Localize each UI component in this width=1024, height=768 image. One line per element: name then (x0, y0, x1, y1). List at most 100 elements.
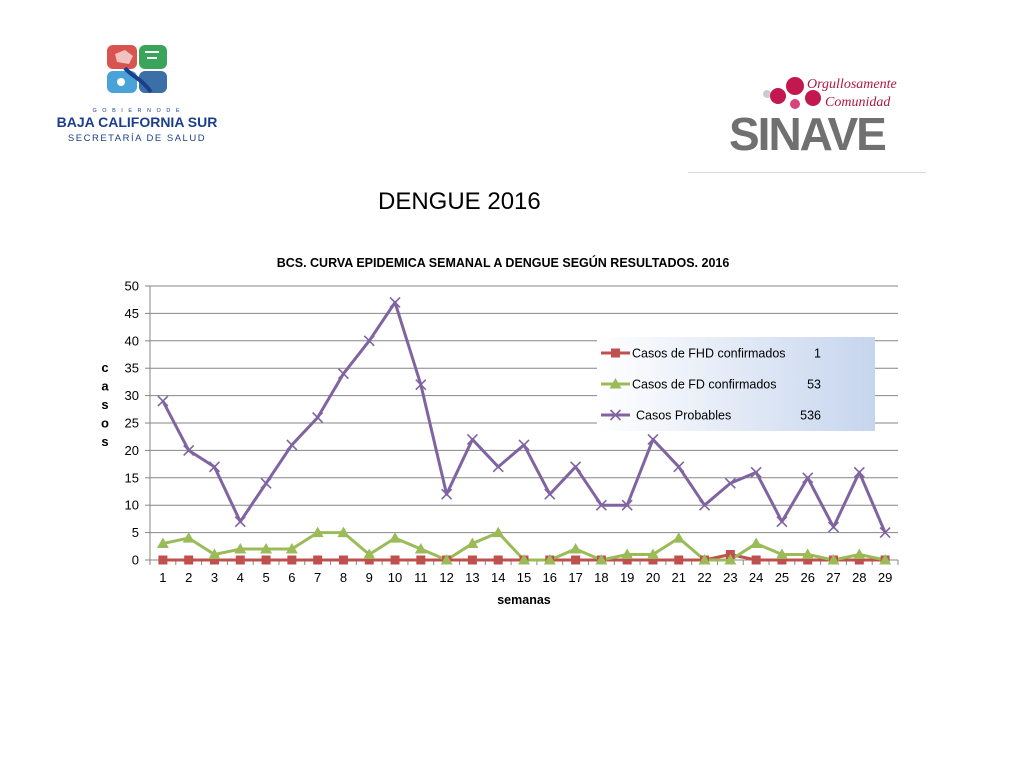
y-axis-label-letter: s (101, 434, 108, 449)
y-tick-label: 5 (132, 525, 139, 540)
dots-icon (763, 77, 821, 109)
x-tick-label: 9 (366, 570, 373, 585)
point-fhd (803, 555, 813, 565)
sinave-wordmark: SINAVE (729, 108, 885, 160)
logo-line2: BAJA CALIFORNIA SUR (57, 114, 218, 130)
point-fd (466, 537, 479, 549)
legend-label-prob: Casos Probables (636, 409, 731, 423)
point-prob (724, 477, 736, 489)
point-fhd (338, 555, 348, 565)
point-fhd (184, 555, 194, 565)
x-tick-label: 8 (340, 570, 347, 585)
x-tick-label: 17 (568, 570, 582, 585)
point-prob (363, 335, 375, 347)
x-tick-label: 11 (414, 570, 428, 585)
page-title: DENGUE 2016 (378, 188, 541, 215)
point-fd (440, 554, 453, 565)
point-fhd (777, 555, 787, 565)
point-fhd (854, 555, 864, 565)
point-fd (311, 526, 324, 538)
point-prob (879, 527, 891, 539)
point-prob (234, 516, 246, 528)
point-fd (698, 554, 711, 565)
point-prob (570, 461, 582, 473)
x-tick-label: 2 (185, 570, 192, 585)
point-fhd (467, 555, 477, 565)
point-prob (183, 444, 195, 456)
point-prob (647, 433, 659, 446)
point-prob (673, 461, 685, 473)
point-fd (595, 554, 608, 565)
point-prob (208, 461, 221, 473)
point-prob (750, 466, 762, 478)
point-fhd (416, 555, 426, 565)
y-tick-label: 35 (125, 361, 139, 376)
x-tick-label: 28 (852, 570, 866, 585)
point-fd (208, 548, 221, 560)
x-tick-label: 5 (262, 570, 269, 585)
x-tick-label: 25 (775, 570, 789, 585)
point-prob (157, 395, 169, 407)
sinave-tagline2: Comunidad (825, 95, 891, 110)
x-tick-label: 15 (517, 570, 531, 585)
point-fd (672, 532, 685, 543)
point-prob (286, 439, 298, 451)
point-prob (544, 488, 556, 500)
y-axis-label-letter: c (101, 360, 108, 375)
point-fhd (493, 555, 503, 565)
point-fhd (751, 555, 761, 565)
y-axis-label-letter: s (101, 397, 108, 412)
point-fd (414, 543, 427, 554)
point-prob (415, 379, 427, 391)
y-tick-label: 25 (125, 416, 139, 431)
x-tick-label: 19 (620, 570, 634, 585)
point-prob (595, 499, 607, 511)
point-prob (492, 461, 504, 473)
point-prob (312, 411, 324, 424)
legend-label-fd: Casos de FD confirmados (632, 378, 777, 392)
logo-line1: G O B I E R N O D E (92, 108, 181, 114)
y-tick-label: 50 (125, 279, 139, 294)
x-tick-label: 27 (826, 570, 840, 585)
point-fd (827, 554, 840, 565)
point-prob (698, 499, 711, 511)
point-fd (518, 554, 530, 565)
y-axis-label-letter: a (101, 379, 109, 394)
y-tick-label: 15 (125, 470, 139, 485)
point-prob (441, 488, 453, 500)
x-tick-label: 24 (749, 570, 763, 585)
point-fhd (261, 555, 271, 565)
point-fd (337, 526, 350, 538)
point-fhd (648, 555, 658, 565)
header-divider (688, 172, 926, 173)
x-tick-label: 10 (388, 570, 402, 585)
y-tick-label: 10 (125, 498, 139, 513)
legend-total-fhd: 1 (814, 347, 821, 361)
point-fd (182, 532, 195, 543)
x-tick-label: 3 (211, 570, 218, 585)
state-shield-icon (107, 45, 167, 94)
point-fd (621, 548, 634, 560)
point-prob (621, 499, 633, 511)
point-fd (569, 543, 582, 554)
point-fhd (364, 555, 374, 565)
x-tick-label: 23 (723, 570, 737, 585)
x-tick-label: 16 (543, 570, 557, 585)
point-fd (492, 526, 505, 538)
x-tick-label: 13 (465, 570, 479, 585)
point-fd (285, 543, 298, 554)
point-prob (853, 466, 865, 478)
x-tick-label: 14 (491, 570, 505, 585)
legend: Casos de FHD confirmados 1 Casos de FD con… (597, 337, 875, 431)
point-fhd (287, 555, 297, 565)
point-prob (466, 433, 478, 446)
point-fhd (235, 555, 245, 565)
logo-line3: SECRETARÍA DE SALUD (68, 133, 206, 144)
chart-title: BCS. CURVA EPIDEMICA SEMANAL A DENGUE SE… (277, 255, 730, 270)
point-fhd (390, 555, 400, 565)
point-prob (802, 472, 814, 484)
y-tick-label: 30 (125, 388, 139, 403)
baja-california-sur-logo: G O B I E R N O D E BAJA CALIFORNIA SUR … (57, 45, 218, 144)
point-prob (518, 439, 530, 451)
x-tick-label: 26 (800, 570, 814, 585)
